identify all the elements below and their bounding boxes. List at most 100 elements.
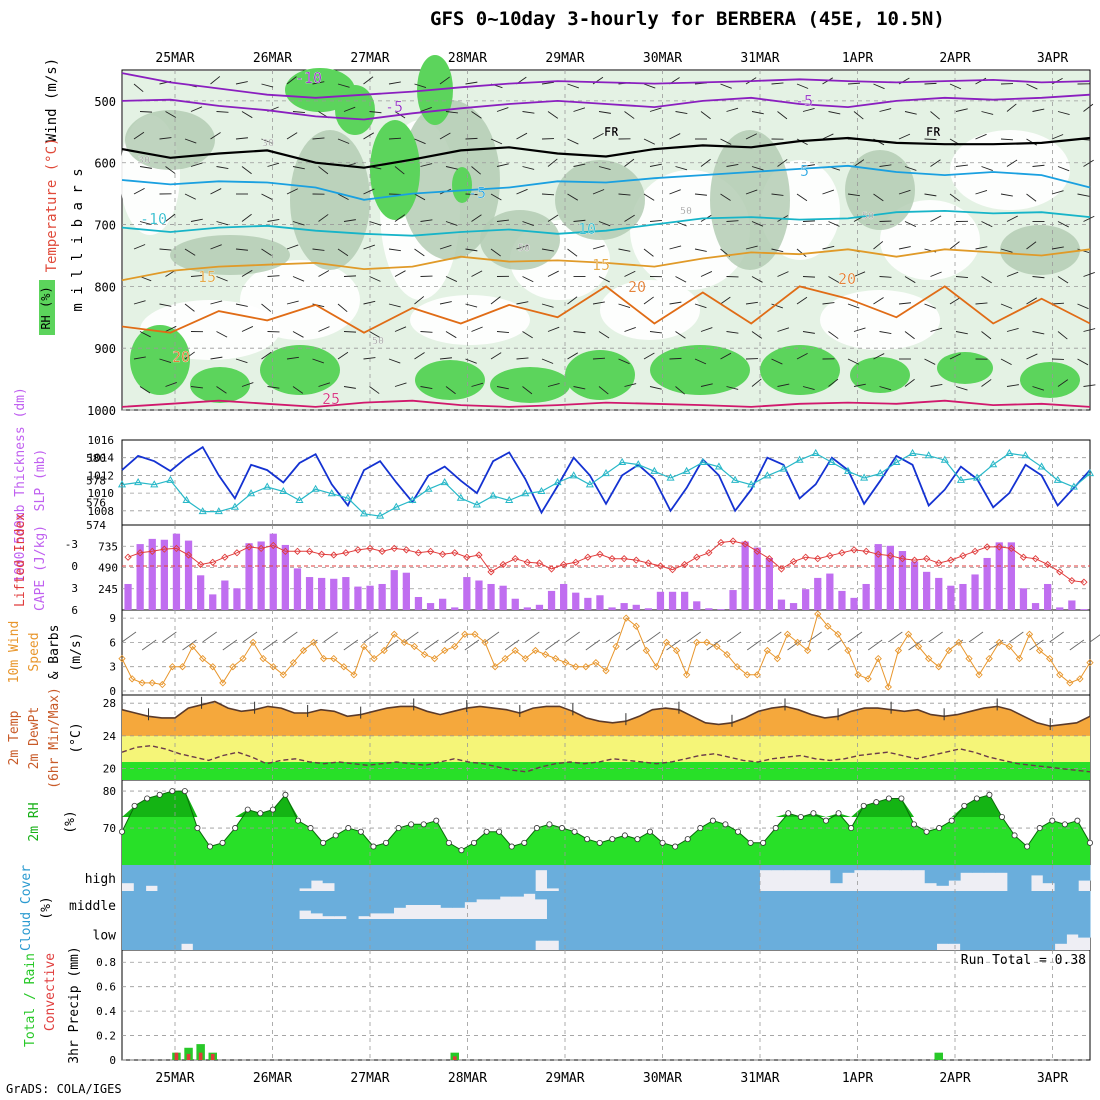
cloud-cell [617, 865, 631, 891]
wind-barb [1049, 631, 1064, 643]
cloud-cell [452, 865, 465, 891]
cloud-cell [865, 891, 879, 919]
cloud-cell [806, 919, 819, 950]
thickness-marker [1069, 482, 1078, 490]
cloud-cell [570, 865, 583, 891]
cape-bar [463, 577, 471, 610]
rh2m-marker [772, 825, 779, 832]
cloud-cell [346, 865, 359, 891]
cloud-cell [204, 919, 217, 950]
cloud-cell [700, 919, 713, 950]
wind-barb [394, 214, 406, 222]
cloud-cell [712, 865, 725, 891]
wind-speed-marker [683, 671, 691, 679]
wind-speed-marker [874, 654, 882, 663]
thickness-marker [505, 495, 514, 503]
wind-barb [323, 631, 338, 643]
cloud-cell [1007, 865, 1020, 891]
cloud-cell [889, 891, 902, 919]
rh2m-marker [244, 806, 251, 813]
rh-saturated-patch [850, 357, 910, 393]
wind-speed-marker [531, 646, 540, 655]
lifted-index-marker [814, 555, 822, 563]
y-tick-label: 6 [109, 636, 116, 649]
temperature-contour [121, 248, 1091, 282]
wind-speed-marker [481, 638, 489, 647]
wind-barb [516, 357, 529, 360]
rh2m-marker [156, 791, 163, 798]
cape-bar [124, 583, 132, 610]
thickness-marker [230, 502, 239, 510]
cloud-cell [428, 865, 442, 891]
cape-bar [475, 580, 483, 610]
cloud-cell [558, 919, 572, 950]
wind-barb [312, 358, 324, 364]
lifted-index-marker [293, 547, 302, 555]
temperature-contour [121, 72, 1091, 99]
wind-speed-marker [239, 654, 247, 663]
wind-barb [592, 245, 605, 250]
thickness-marker [940, 455, 949, 463]
wind-barb [541, 81, 554, 85]
wind-barb [471, 270, 483, 277]
rh-moist-patch [400, 100, 500, 260]
cape-bar [983, 557, 991, 610]
wind-barb [746, 639, 762, 651]
cloud-cell [570, 919, 583, 950]
cloud-cell [877, 865, 890, 871]
cape-bar [705, 608, 713, 610]
lifted-index-marker [426, 547, 435, 555]
cloud-cell [181, 891, 194, 919]
wind-speed-marker [1015, 654, 1024, 663]
y-axis-label-minmax: (6hr Min/Max) [47, 687, 62, 789]
wind-barb [216, 276, 228, 282]
wind-barb [337, 303, 348, 313]
wind-barb [675, 276, 687, 283]
wind-barb [394, 382, 407, 387]
wind-speed-marker [1076, 675, 1084, 683]
thickness-marker [327, 489, 336, 497]
contour-label: -5 [795, 92, 813, 110]
y-axis-label-dewpt: 2m DewPt [27, 707, 42, 770]
rh2m-area [122, 791, 1090, 865]
wind-barb [853, 383, 866, 387]
cloud-cell [771, 865, 784, 871]
wind-barb [1057, 221, 1069, 228]
wind-barb [565, 631, 580, 643]
lifted-index-marker [148, 547, 156, 555]
cape-bar [414, 596, 423, 610]
wind-barb [771, 248, 784, 253]
lifted-index-marker [221, 553, 229, 561]
rh2m-marker [835, 810, 842, 817]
wind-barb [767, 631, 782, 643]
contour-label: 50 [680, 206, 692, 217]
wind-barb [286, 244, 299, 250]
wind-speed-marker [229, 663, 237, 671]
wind-barb [1006, 103, 1017, 112]
cape-bar [826, 573, 834, 610]
y-axis-label: m i l l i b a r s [70, 168, 86, 311]
wind-speed-marker [501, 654, 509, 663]
cloud-cell [747, 865, 760, 891]
wind-barb [216, 166, 229, 170]
wind-speed-marker [894, 646, 903, 655]
cape-bar [160, 539, 168, 610]
wind-barb [318, 270, 330, 277]
wind-barb [649, 220, 662, 222]
cape-bar [596, 595, 604, 610]
cape-bar [802, 589, 810, 610]
cape-bar [354, 586, 362, 610]
wind-barb [490, 296, 501, 305]
wind-barb [404, 631, 419, 643]
wind-barb [318, 166, 329, 175]
cloud-cell [310, 865, 324, 881]
precip-total-bar [934, 1052, 943, 1060]
wind-barb [363, 244, 375, 250]
thickness-marker [601, 469, 611, 477]
lifted-index-marker [572, 558, 580, 566]
y-tick-label: 1000 [87, 404, 116, 418]
wind-barb [618, 248, 631, 252]
cape-bar [656, 591, 665, 610]
wind-barb [184, 351, 195, 360]
wind-speed-marker [209, 663, 217, 671]
